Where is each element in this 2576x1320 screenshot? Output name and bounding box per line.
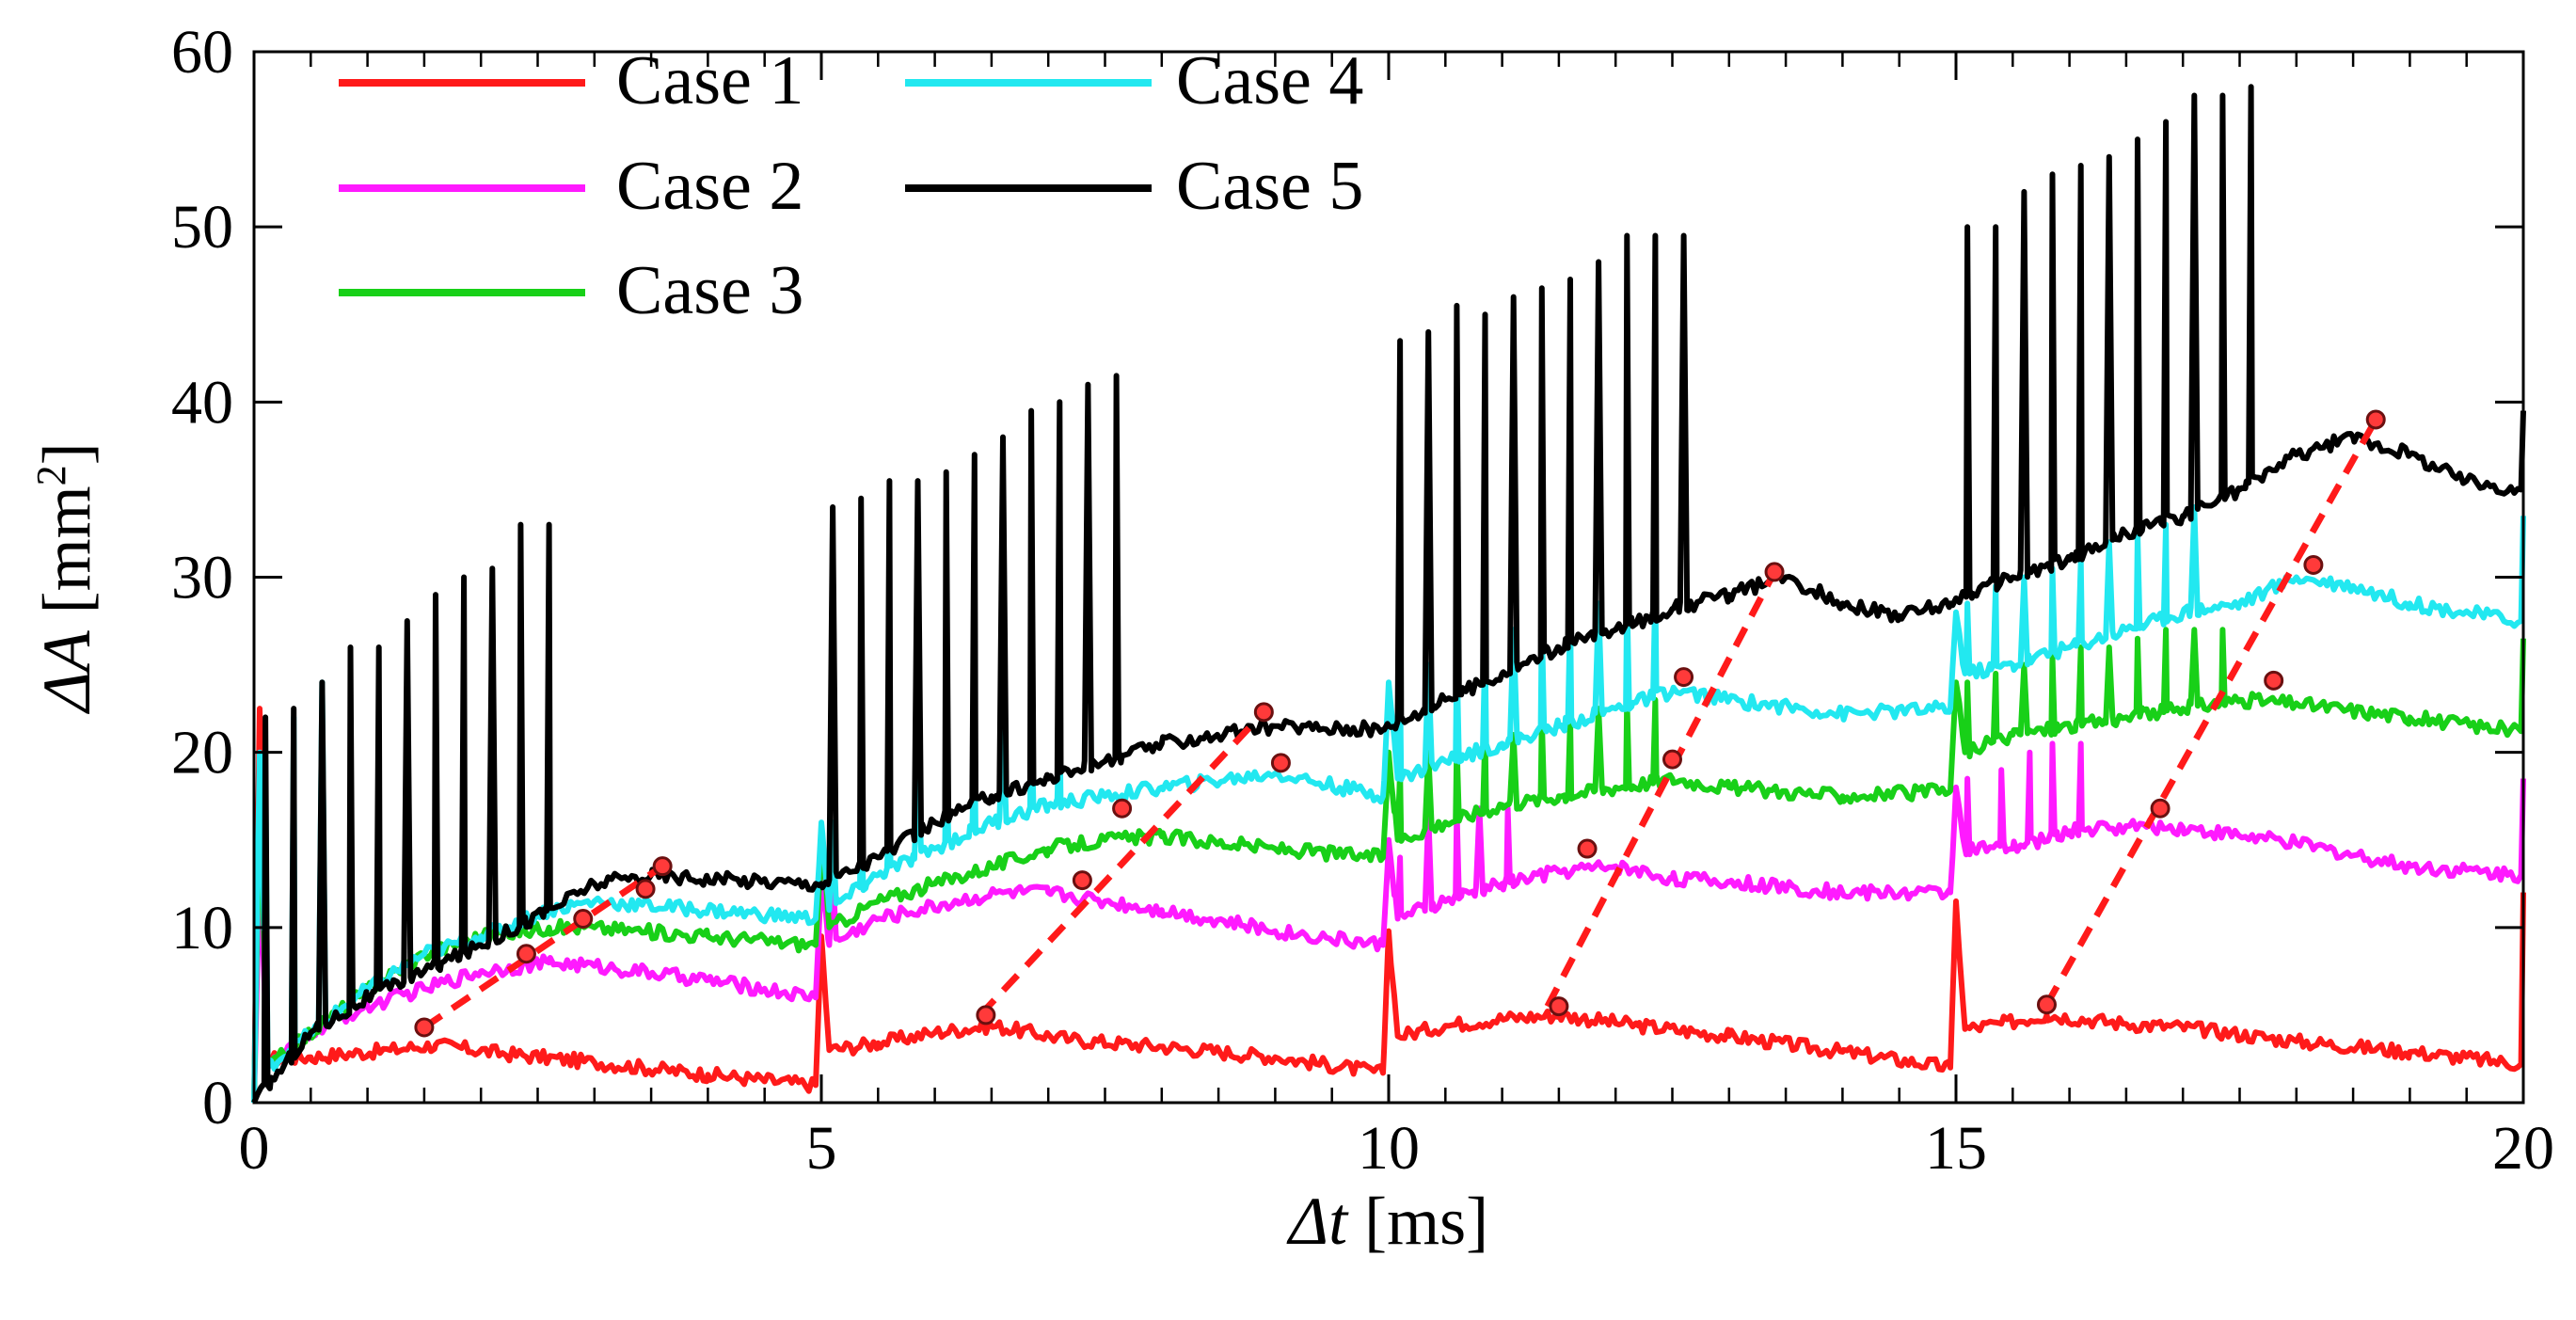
peak-marker <box>1253 702 1274 723</box>
trend-dashed-line <box>1544 570 1778 1009</box>
series-line-3 <box>251 627 2526 1104</box>
legend-label: Case 5 <box>1176 148 1363 225</box>
peak-marker <box>2365 409 2386 430</box>
series-line-2 <box>251 740 2526 1104</box>
peak-marker <box>1072 870 1092 891</box>
legend-label: Case 3 <box>616 252 803 329</box>
series-line-1 <box>251 706 2526 1104</box>
dashed-overlay-layer <box>414 409 2386 1038</box>
x-tick-label: 15 <box>1925 1114 1987 1183</box>
peak-marker <box>1764 562 1785 582</box>
peak-marker <box>1662 749 1682 770</box>
series-line-5 <box>251 84 2526 1105</box>
legend-label: Case 2 <box>616 148 803 225</box>
peak-marker <box>1674 667 1694 688</box>
x-axis-title: Δt [ms] <box>1286 1184 1488 1259</box>
x-tick-label: 10 <box>1358 1114 1420 1183</box>
y-tick-label: 60 <box>171 18 233 87</box>
x-tick-label: 20 <box>2492 1114 2554 1183</box>
y-tick-label: 30 <box>171 544 233 612</box>
peak-marker <box>2264 670 2284 691</box>
peak-marker <box>976 1005 996 1026</box>
y-axis-title: ΔA [mm2] <box>28 442 104 714</box>
peak-marker <box>1270 753 1291 773</box>
trend-dashed-line <box>2043 418 2379 1007</box>
y-tick-label: 40 <box>171 368 233 437</box>
legend: Case 1 Case 2 Case 3 Case 4 Case 5 <box>339 42 1363 329</box>
peak-marker <box>635 879 656 899</box>
ticks-layer: 0 5 10 15 20 0 10 20 30 40 50 60 <box>171 18 2554 1183</box>
peak-marker <box>1112 798 1133 819</box>
y-tick-label: 0 <box>202 1069 233 1137</box>
peak-marker <box>1549 996 1569 1017</box>
trend-dashed-line <box>421 863 665 1030</box>
y-tick-label: 50 <box>171 193 233 262</box>
x-tick-label: 5 <box>806 1114 837 1183</box>
peak-marker <box>2036 994 2057 1015</box>
legend-label: Case 1 <box>616 42 803 119</box>
peak-marker <box>652 856 673 877</box>
y-tick-label: 10 <box>171 894 233 962</box>
peak-marker <box>1577 838 1598 859</box>
y-tick-label: 20 <box>171 719 233 787</box>
peak-marker <box>2303 554 2324 575</box>
series-layer <box>251 84 2526 1105</box>
legend-label: Case 4 <box>1176 42 1363 119</box>
peak-marker <box>2150 798 2171 819</box>
peak-marker <box>516 944 536 964</box>
trend-dashed-line <box>978 709 1266 1018</box>
x-tick-label: 0 <box>239 1114 270 1183</box>
series-line-4 <box>251 504 2526 1104</box>
peak-marker <box>414 1017 435 1038</box>
peak-marker <box>573 909 594 930</box>
